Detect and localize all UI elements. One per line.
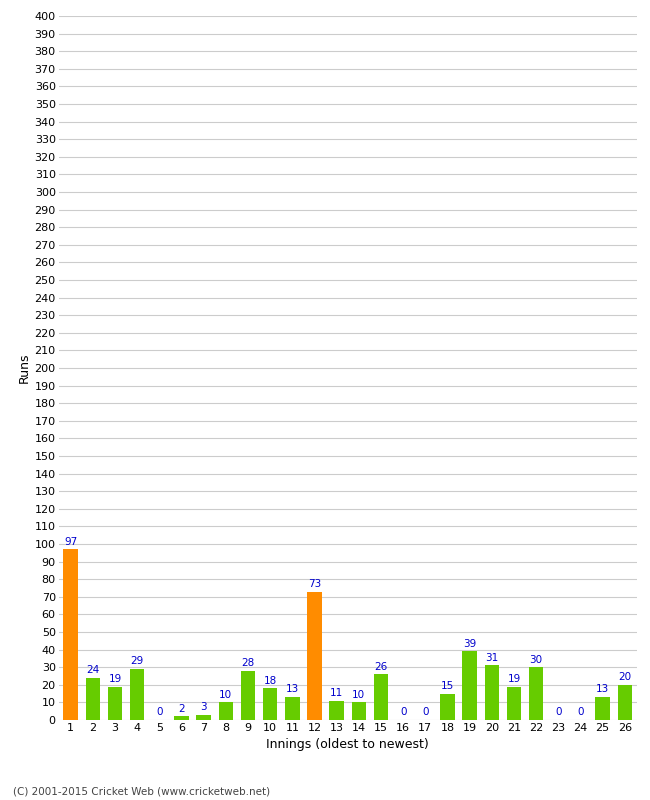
Bar	[64, 550, 78, 720]
Bar	[174, 717, 188, 720]
Text: 0: 0	[577, 707, 584, 718]
Text: 15: 15	[441, 681, 454, 691]
Bar	[529, 667, 543, 720]
Text: 0: 0	[400, 707, 406, 718]
Text: 0: 0	[156, 707, 162, 718]
Text: 3: 3	[200, 702, 207, 712]
Bar	[485, 666, 499, 720]
Bar	[462, 651, 477, 720]
Bar	[240, 670, 255, 720]
Y-axis label: Runs: Runs	[18, 353, 31, 383]
Bar	[196, 714, 211, 720]
Bar	[507, 686, 521, 720]
Text: 20: 20	[618, 672, 631, 682]
Bar	[352, 702, 366, 720]
Text: 13: 13	[596, 685, 609, 694]
Bar	[618, 685, 632, 720]
Text: 10: 10	[352, 690, 365, 700]
Text: 97: 97	[64, 537, 77, 546]
Text: 28: 28	[241, 658, 255, 668]
Bar	[285, 697, 300, 720]
Text: 19: 19	[109, 674, 122, 684]
Bar	[330, 701, 344, 720]
Text: 30: 30	[530, 654, 543, 665]
Text: 0: 0	[422, 707, 428, 718]
Bar	[374, 674, 388, 720]
Text: 10: 10	[219, 690, 233, 700]
Text: (C) 2001-2015 Cricket Web (www.cricketweb.net): (C) 2001-2015 Cricket Web (www.cricketwe…	[13, 786, 270, 796]
Bar	[307, 591, 322, 720]
Text: 24: 24	[86, 665, 99, 675]
Text: 2: 2	[178, 704, 185, 714]
Text: 18: 18	[263, 676, 277, 686]
Text: 73: 73	[308, 579, 321, 589]
Text: 11: 11	[330, 688, 343, 698]
X-axis label: Innings (oldest to newest): Innings (oldest to newest)	[266, 738, 429, 751]
Bar	[263, 688, 278, 720]
Bar	[86, 678, 100, 720]
Text: 31: 31	[485, 653, 499, 662]
Bar	[130, 669, 144, 720]
Text: 13: 13	[286, 685, 299, 694]
Bar	[218, 702, 233, 720]
Text: 19: 19	[508, 674, 521, 684]
Bar	[595, 697, 610, 720]
Text: 0: 0	[555, 707, 562, 718]
Bar	[108, 686, 122, 720]
Bar	[440, 694, 455, 720]
Text: 39: 39	[463, 638, 476, 649]
Text: 29: 29	[131, 656, 144, 666]
Text: 26: 26	[374, 662, 387, 672]
